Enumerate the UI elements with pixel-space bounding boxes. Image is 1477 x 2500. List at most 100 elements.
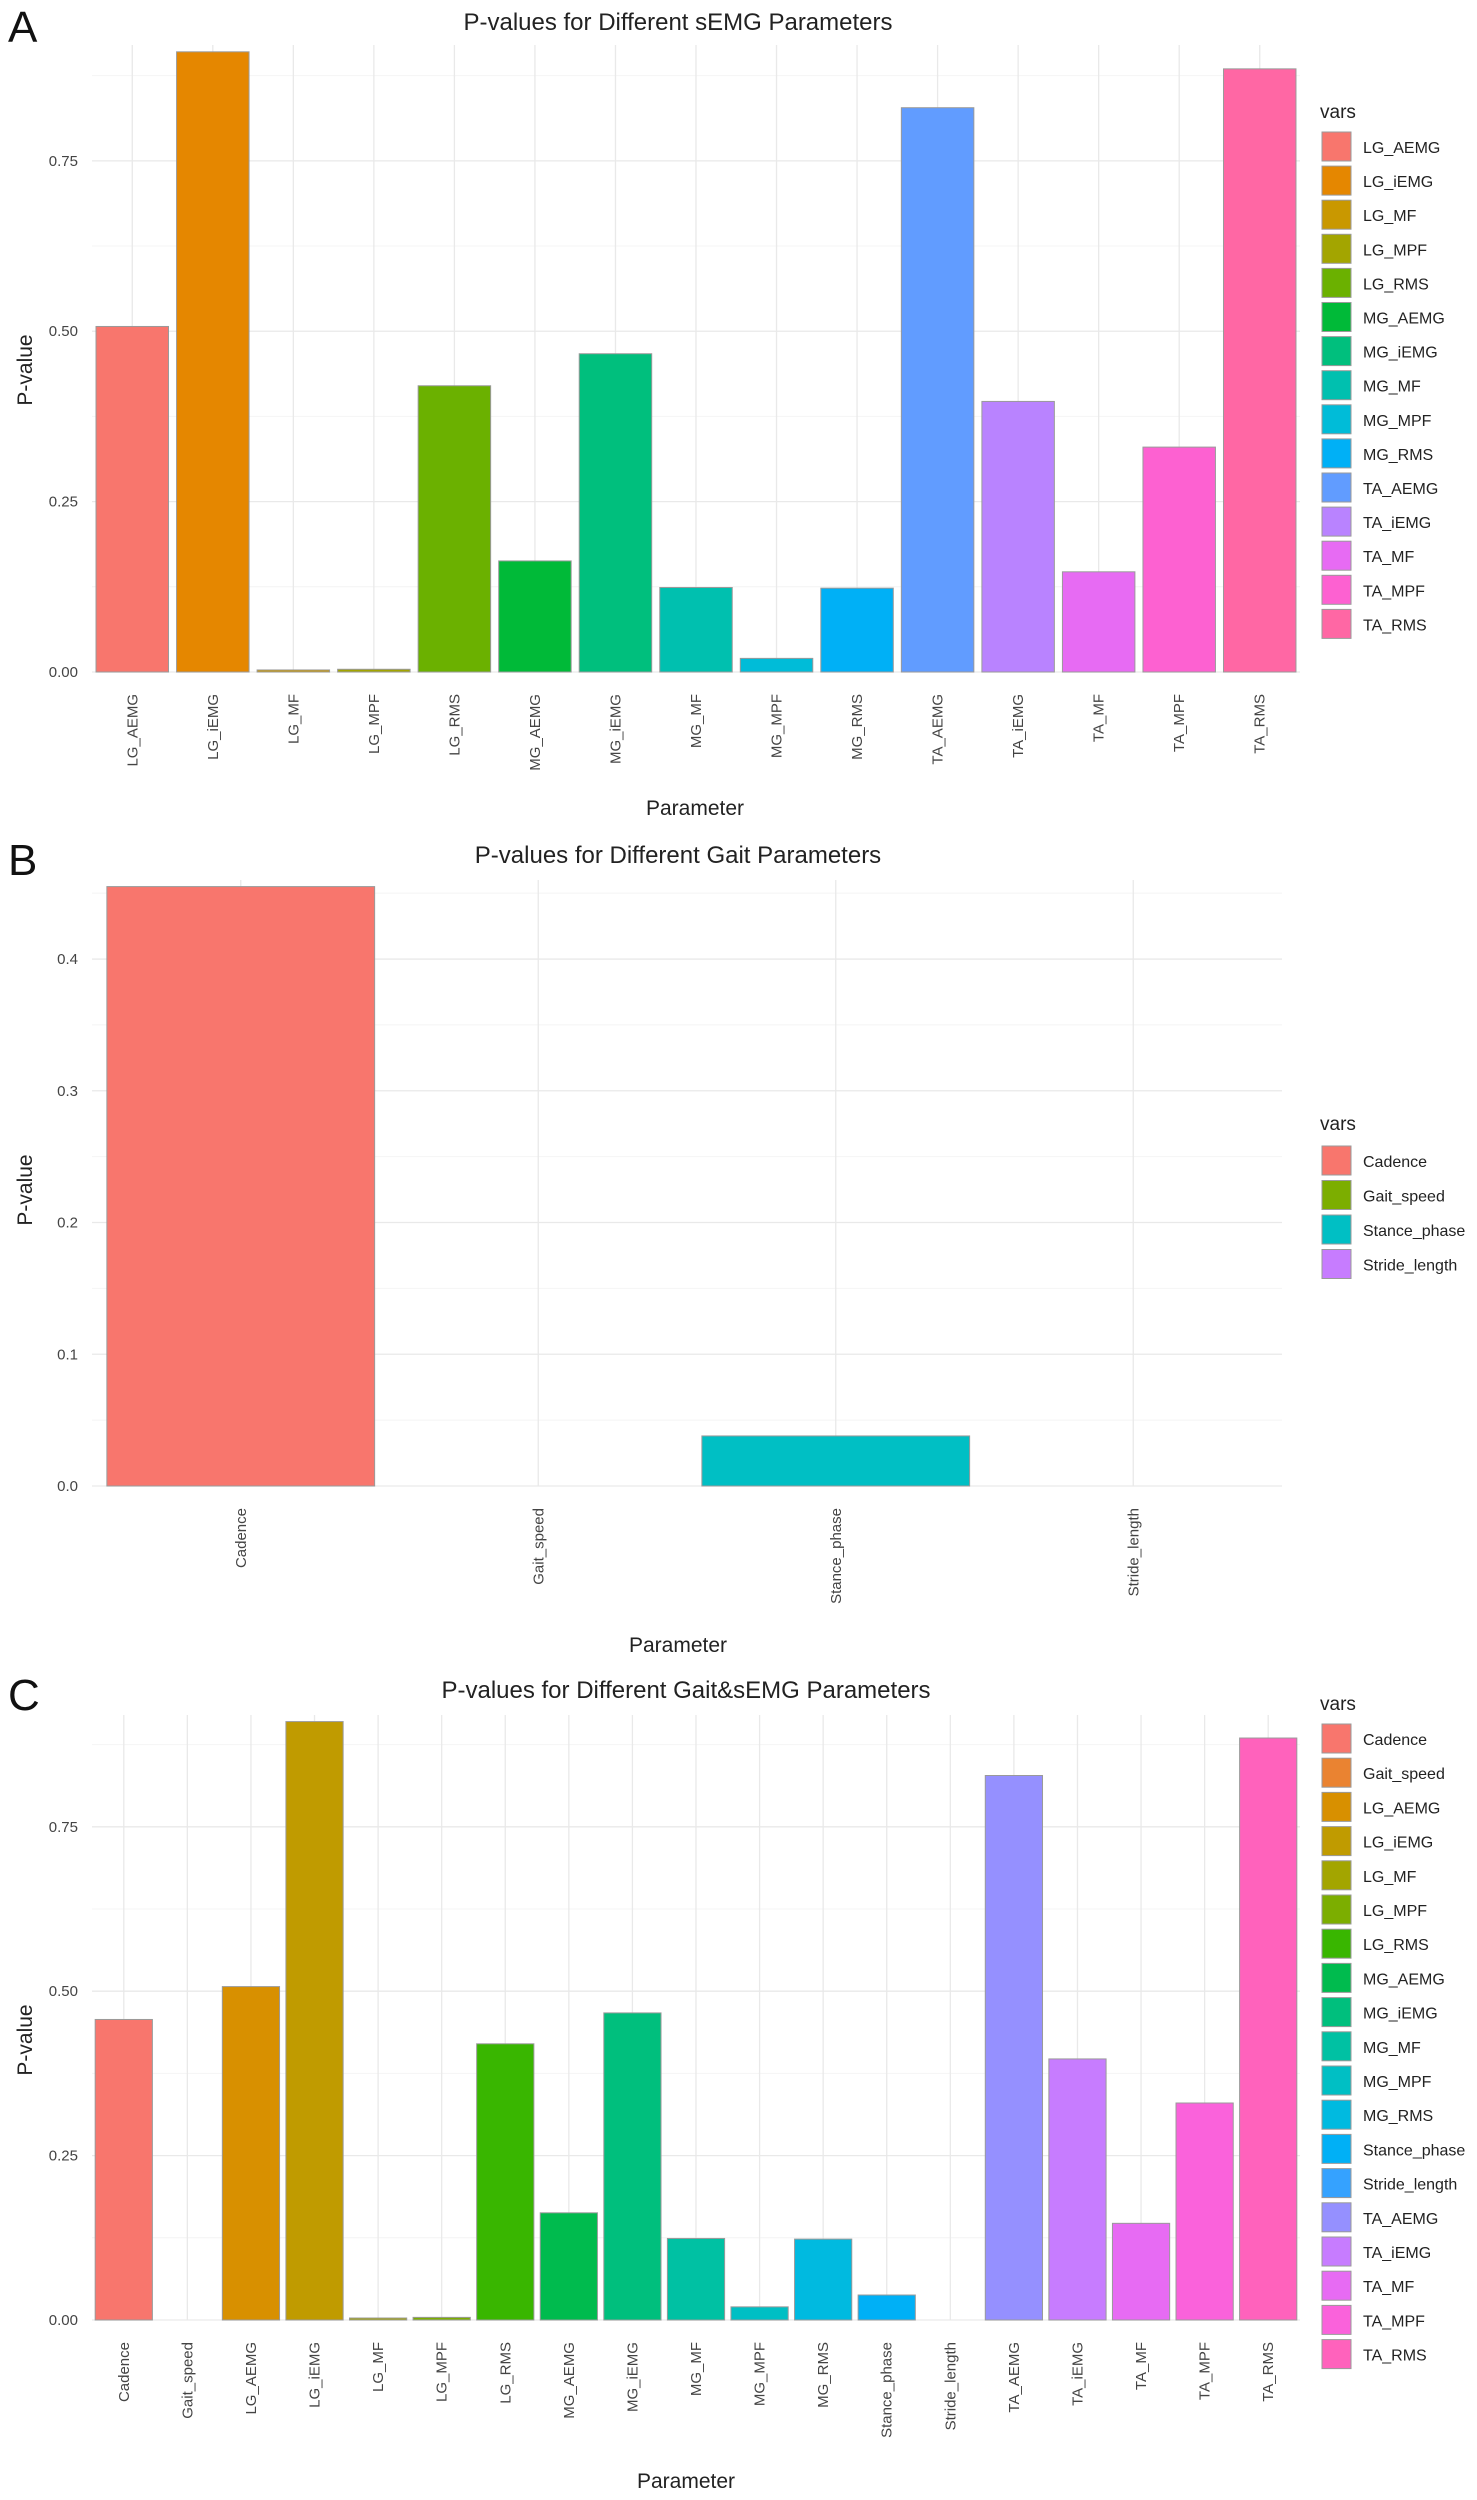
bar-stance-phase xyxy=(857,2294,916,2321)
legend-label: Stride_length xyxy=(1363,1258,1457,1275)
legend-swatch xyxy=(1321,1826,1352,1857)
x-tick-label: MG_RMS xyxy=(849,694,866,760)
bars xyxy=(95,51,1297,673)
y-tick-label: 0.2 xyxy=(57,1215,78,1232)
legend-label: Cadence xyxy=(1363,1154,1427,1171)
legend-label: LG_iEMG xyxy=(1363,1835,1433,1852)
legend-label: LG_AEMG xyxy=(1363,140,1440,157)
bar-lg-iemg xyxy=(285,1721,344,2321)
x-tick-label: Gait_speed xyxy=(179,2342,196,2419)
x-tick-label: Stride_length xyxy=(942,2342,959,2430)
bar-ta-mf xyxy=(1111,2222,1171,2321)
legend-label: TA_RMS xyxy=(1363,617,1427,634)
legend-swatch xyxy=(1321,1180,1352,1210)
legend-label: Stance_phase xyxy=(1363,2142,1465,2159)
chart-title: P-values for Different Gait Parameters xyxy=(475,842,881,869)
legend-items: LG_AEMG LG_iEMG LG_MF LG_MPF LG_RMS MG_AEMG MG… xyxy=(1321,131,1445,639)
x-tick-label: MG_MPF xyxy=(752,2342,769,2406)
legend-label: TA_iEMG xyxy=(1363,2245,1431,2262)
y-axis-title: P-value xyxy=(14,2004,37,2075)
x-tick-label: MG_AEMG xyxy=(527,694,544,771)
y-axis-ticks: 0.0 0.1 0.2 0.3 0.4 xyxy=(57,951,78,1495)
legend-items: Cadence Gait_speed Stance_phase Stride_leng… xyxy=(1321,1145,1465,1279)
x-tick-label: LG_iEMG xyxy=(307,2342,324,2408)
bar-ta-iemg xyxy=(1048,2058,1107,2321)
x-tick-label: Stance_phase xyxy=(828,1508,845,1604)
bars xyxy=(106,886,971,1487)
legend: vars LG_AEMG LG_iEMG LG_MF LG_MPF LG_RMS MG_A… xyxy=(1320,102,1445,639)
x-tick-label: Stride_length xyxy=(1125,1508,1142,1596)
bar-lg-mpf xyxy=(337,668,411,673)
y-tick-label: 0.50 xyxy=(49,1983,78,2000)
y-tick-label: 0.4 xyxy=(57,951,78,968)
legend-label: MG_AEMG xyxy=(1363,1971,1445,1988)
bar-mg-aemg xyxy=(539,2212,598,2321)
y-axis-ticks: 0.00 0.25 0.50 0.75 xyxy=(49,153,78,681)
x-axis-title: Parameter xyxy=(637,2470,735,2493)
y-tick-label: 0.00 xyxy=(49,664,78,681)
legend-label: TA_MPF xyxy=(1363,2313,1425,2330)
bar-ta-rms xyxy=(1239,1737,1298,2321)
y-axis-title: P-value xyxy=(14,334,37,405)
y-tick-label: 0.00 xyxy=(49,2312,78,2329)
bar-lg-iemg xyxy=(176,51,250,673)
legend-swatch xyxy=(1321,233,1352,264)
bar-mg-mpf xyxy=(730,2306,789,2321)
legend-label: MG_MF xyxy=(1363,2040,1421,2057)
x-tick-label: TA_MF xyxy=(1133,2342,1150,2390)
legend-swatch xyxy=(1321,2304,1352,2335)
legend-swatch xyxy=(1321,370,1352,401)
legend-swatch xyxy=(1321,1997,1352,2028)
x-axis-ticks: LG_AEMG LG_iEMG LG_MF LG_MPF LG_RMS MG_AEMG MG… xyxy=(124,694,1268,771)
legend-swatch xyxy=(1321,199,1352,230)
y-tick-label: 0.3 xyxy=(57,1083,78,1100)
bar-ta-iemg xyxy=(981,400,1055,673)
legend-swatch xyxy=(1321,574,1352,605)
legend-label: Gait_speed xyxy=(1363,1766,1445,1783)
bar-mg-mf xyxy=(659,586,733,673)
bar-mg-mpf xyxy=(739,657,814,673)
x-axis-title: Parameter xyxy=(629,1634,727,1657)
legend-items: Cadence Gait_speed LG_AEMG LG_iEMG LG_MF LG_M… xyxy=(1321,1723,1465,2370)
x-tick-label: LG_AEMG xyxy=(124,694,141,767)
x-tick-label: Cadence xyxy=(116,2342,133,2402)
legend-swatch xyxy=(1321,2133,1352,2164)
x-tick-label: LG_AEMG xyxy=(243,2342,260,2415)
bar-cadence xyxy=(94,2018,153,2321)
y-tick-label: 0.50 xyxy=(49,323,78,340)
legend-swatch xyxy=(1321,302,1352,332)
legend-label: Stance_phase xyxy=(1363,1223,1465,1240)
legend-swatch xyxy=(1321,267,1352,298)
legend-label: Gait_speed xyxy=(1363,1189,1445,1206)
legend-swatch xyxy=(1321,2339,1352,2370)
x-tick-label: MG_iEMG xyxy=(624,2342,641,2412)
legend-swatch xyxy=(1321,2236,1352,2267)
x-tick-label: LG_RMS xyxy=(446,694,463,756)
legend-label: MG_AEMG xyxy=(1363,311,1445,328)
x-tick-label: LG_MPF xyxy=(366,694,383,754)
legend-swatch xyxy=(1321,1249,1352,1279)
bar-mg-mf xyxy=(666,2237,726,2321)
x-tick-label: Gait_speed xyxy=(530,1508,547,1585)
bar-ta-rms xyxy=(1222,68,1297,673)
x-axis-ticks: Cadence Gait_speed Stance_phase Stride_leng… xyxy=(233,1508,1143,1604)
x-tick-label: TA_iEMG xyxy=(1069,2342,1086,2406)
x-tick-label: LG_MF xyxy=(370,2342,387,2392)
x-tick-label: LG_MF xyxy=(285,694,302,744)
legend-label: MG_MF xyxy=(1363,379,1421,396)
legend-label: MG_RMS xyxy=(1363,447,1433,464)
x-tick-label: MG_AEMG xyxy=(561,2342,578,2419)
bar-lg-aemg xyxy=(95,325,170,673)
x-tick-label: TA_AEMG xyxy=(930,694,947,765)
y-tick-label: 0.75 xyxy=(49,153,78,170)
legend-label: MG_MPF xyxy=(1363,413,1432,430)
panel-letter: A xyxy=(8,3,38,52)
legend-swatch xyxy=(1321,2202,1352,2233)
y-axis-ticks: 0.00 0.25 0.50 0.75 xyxy=(49,1819,78,2329)
legend-label: Stride_length xyxy=(1363,2177,1457,2194)
legend-label: TA_MF xyxy=(1363,549,1414,566)
legend-title: vars xyxy=(1320,102,1356,123)
legend-title: vars xyxy=(1320,1114,1356,1135)
bar-lg-mpf xyxy=(412,2316,471,2321)
bar-lg-mf xyxy=(348,2317,408,2321)
